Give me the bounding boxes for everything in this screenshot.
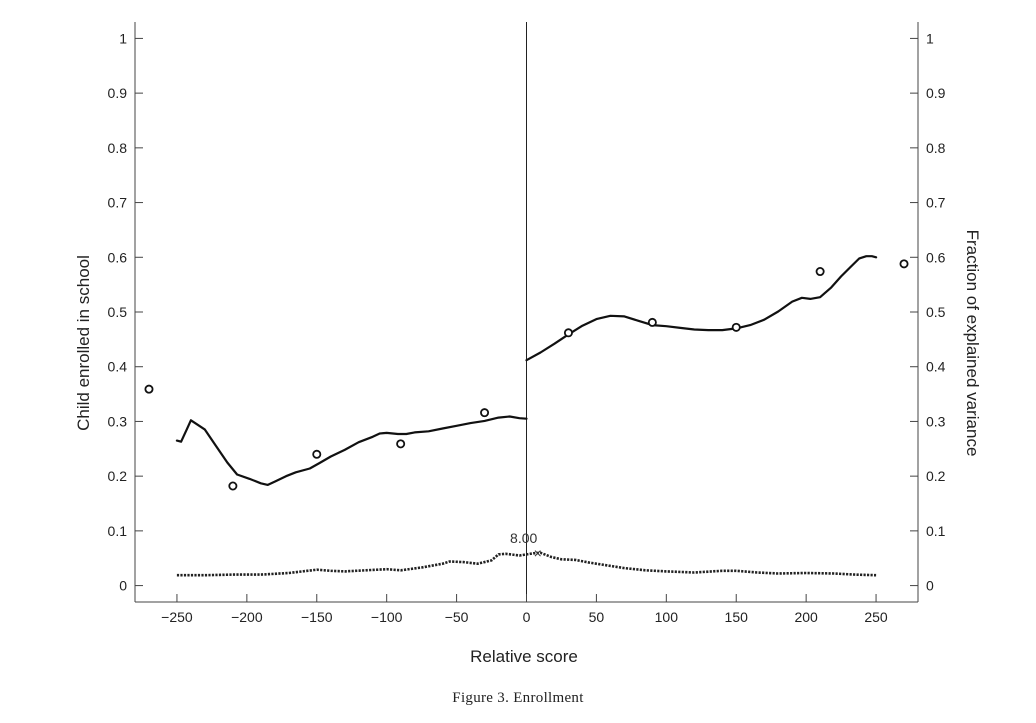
x-tick-label: 100 xyxy=(655,609,679,625)
y-tick-label-left: 0.5 xyxy=(108,304,128,320)
fitted-line-segment-1 xyxy=(525,255,878,362)
bin-mean-point xyxy=(899,259,909,269)
y-tick-label-right: 0 xyxy=(926,578,934,594)
bin-mean-point xyxy=(312,449,322,459)
bin-mean-point xyxy=(647,317,657,327)
x-tick-label: 200 xyxy=(794,609,818,625)
y-tick-label-right: 0.9 xyxy=(926,85,946,101)
y-tick-label-left: 0.6 xyxy=(108,249,128,265)
y-tick-label-left: 0.8 xyxy=(108,140,128,156)
y-tick-label-left: 0.1 xyxy=(108,523,128,539)
y-tick-label-left: 0.2 xyxy=(108,468,128,484)
y-axis-title-left: Child enrolled in school xyxy=(74,255,93,431)
y-tick-label-right: 0.7 xyxy=(926,195,946,211)
y-tick-label-right: 0.5 xyxy=(926,304,946,320)
x-tick-label: −150 xyxy=(301,609,333,625)
x-tick-label: 0 xyxy=(523,609,531,625)
bin-mean-point xyxy=(563,328,573,338)
points-layer xyxy=(144,259,909,491)
y-tick-label-left: 0 xyxy=(119,578,127,594)
y-tick-label-left: 0.9 xyxy=(108,85,128,101)
bin-mean-point xyxy=(396,439,406,449)
x-tick-label: −50 xyxy=(445,609,469,625)
y-tick-label-right: 0.1 xyxy=(926,523,946,539)
y-tick-label-right: 0.4 xyxy=(926,359,946,375)
y-tick-label-left: 0.7 xyxy=(108,195,128,211)
y-tick-label-right: 0.6 xyxy=(926,249,946,265)
x-tick-label: 150 xyxy=(725,609,749,625)
x-tick-label: −200 xyxy=(231,609,263,625)
x-tick-label: −100 xyxy=(371,609,403,625)
enrollment-chart: 0 0 0.1 0.1 0.2 0.2 0.3 0.3 0.4 0.4 0.5 0.5 0.6 0.6 0.… xyxy=(74,22,982,666)
bin-mean-point xyxy=(480,408,490,418)
figure-caption: Figure 3. Enrollment xyxy=(452,690,584,706)
bin-mean-point xyxy=(731,322,741,332)
fitted-line-segment-0 xyxy=(175,415,528,486)
y-tick-label-right: 0.3 xyxy=(926,413,946,429)
y-tick-label-right: 1 xyxy=(926,30,934,46)
y-tick-label-left: 0.3 xyxy=(108,413,128,429)
series-layer xyxy=(175,255,878,577)
bin-mean-point xyxy=(228,481,238,491)
dotted-series-segment-0 xyxy=(176,551,877,577)
x-tick-label: 250 xyxy=(864,609,888,625)
bin-mean-point xyxy=(815,267,825,277)
y-axis-title-right: Fraction of explained variance xyxy=(963,230,982,457)
x-tick-label: 50 xyxy=(589,609,605,625)
x-tick-label: −250 xyxy=(161,609,193,625)
y-tick-label-left: 0.4 xyxy=(108,359,128,375)
x-axis-title: Relative score xyxy=(470,647,578,666)
y-tick-label-right: 0.2 xyxy=(926,468,946,484)
axes: 0 0 0.1 0.1 0.2 0.2 0.3 0.3 0.4 0.4 0.5 0.5 0.6 0.6 0.… xyxy=(108,22,946,625)
bin-mean-point xyxy=(144,384,154,394)
annotation-layer: ×8.00 xyxy=(510,530,542,561)
annotation-label: 8.00 xyxy=(510,530,537,546)
annotation-marker: × xyxy=(534,545,542,561)
y-tick-label-right: 0.8 xyxy=(926,140,946,156)
y-tick-label-left: 1 xyxy=(119,30,127,46)
